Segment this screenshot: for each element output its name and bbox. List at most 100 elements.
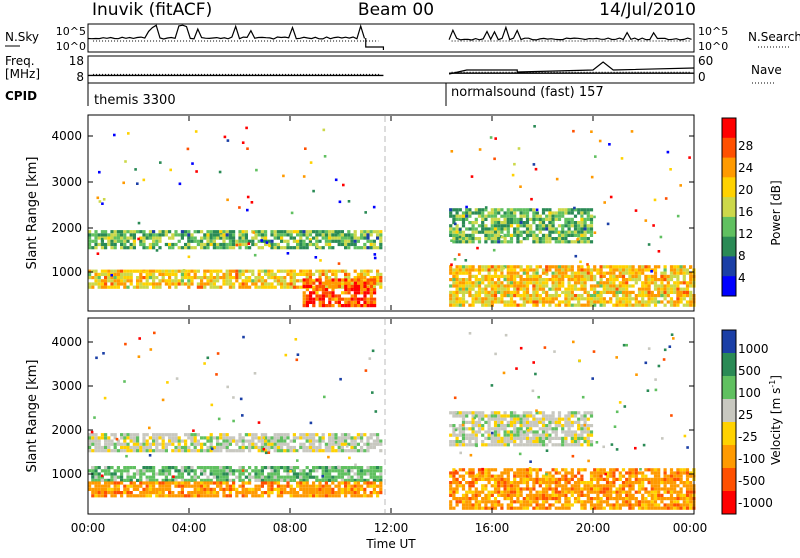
heatmap-cell	[554, 240, 558, 244]
heatmap-cell	[292, 246, 296, 250]
heatmap-cell	[593, 278, 597, 282]
heatmap-cell	[653, 303, 658, 307]
heatmap-cell	[276, 449, 280, 453]
heatmap-cell	[360, 449, 364, 453]
heatmap-cell	[142, 178, 146, 182]
heatmap-cell	[360, 433, 364, 437]
heatmap-cell	[509, 208, 514, 212]
heatmap-cell	[305, 475, 309, 479]
heatmap-cell	[129, 236, 133, 240]
heatmap-cell	[497, 503, 501, 507]
heatmap-cell	[541, 411, 546, 415]
heatmap-cell	[625, 271, 629, 275]
heatmap-cell	[235, 243, 239, 247]
heatmap-cell	[689, 271, 693, 275]
heatmap-cell	[474, 284, 478, 288]
heatmap-cell	[379, 239, 383, 243]
heatmap-cell	[679, 287, 683, 291]
heatmap-cell	[232, 239, 236, 243]
heatmap-cell	[142, 236, 146, 240]
heatmap-cell	[644, 281, 648, 285]
heatmap-cell	[305, 284, 309, 288]
heatmap-cell	[110, 494, 114, 498]
heatmap-cell	[516, 471, 520, 475]
heatmap-cell	[347, 272, 351, 276]
heatmap-cell	[506, 287, 510, 291]
heatmap-cell	[528, 467, 532, 470]
heatmap-cell	[621, 474, 626, 478]
heatmap-cell	[666, 481, 670, 485]
heatmap-cell	[299, 242, 303, 247]
heatmap-cell	[490, 294, 494, 298]
heatmap-cell	[634, 446, 637, 450]
heatmap-cell	[468, 500, 472, 504]
heatmap-cell	[554, 237, 558, 241]
heatmap-cell	[100, 484, 104, 488]
heatmap-cell	[164, 433, 168, 437]
heatmap-cell	[583, 503, 587, 507]
heatmap-cell	[222, 475, 226, 479]
heatmap-cell	[232, 242, 236, 247]
heatmap-cell	[497, 217, 501, 221]
heatmap-cell	[334, 475, 338, 479]
heatmap-cell	[474, 294, 478, 298]
heatmap-cell	[548, 265, 552, 269]
heatmap-cell	[538, 287, 542, 291]
heatmap-cell	[337, 297, 341, 301]
heatmap-cell	[583, 268, 587, 272]
heatmap-cell	[344, 297, 348, 301]
heatmap-cell	[174, 469, 178, 473]
heatmap-cell	[522, 287, 526, 291]
heatmap-cell	[538, 294, 542, 298]
heatmap-cell	[525, 487, 530, 491]
heatmap-cell	[139, 269, 143, 273]
heatmap-cell	[264, 236, 268, 240]
heatmap-cell	[248, 478, 252, 482]
heatmap-cell	[123, 236, 127, 240]
heatmap-cell	[497, 284, 501, 288]
heatmap-cell	[184, 494, 188, 498]
heatmap-cell	[324, 445, 328, 450]
heatmap-cell	[541, 224, 546, 228]
heatmap-cell	[257, 246, 261, 250]
heatmap-cell	[228, 469, 232, 473]
heatmap-cell	[315, 278, 319, 282]
heatmap-cell	[321, 281, 325, 285]
heatmap-cell	[573, 497, 578, 501]
heatmap-cell	[319, 259, 322, 262]
heatmap-cell	[548, 414, 552, 418]
heatmap-cell	[187, 236, 191, 240]
heatmap-cell	[596, 290, 600, 294]
heatmap-cell	[676, 278, 680, 282]
heatmap-cell	[477, 414, 482, 418]
heatmap-cell	[248, 491, 252, 495]
heatmap-cell	[337, 449, 341, 453]
heatmap-cell	[340, 472, 344, 476]
heatmap-cell	[363, 230, 367, 234]
heatmap-cell	[513, 230, 517, 234]
heatmap-cell	[497, 417, 501, 421]
heatmap-cell	[522, 471, 526, 475]
heatmap-cell	[599, 265, 603, 269]
heatmap-cell	[516, 487, 520, 491]
heatmap-cell	[241, 269, 245, 273]
heatmap-cell	[232, 478, 236, 482]
heatmap-cell	[599, 278, 603, 282]
heatmap-cell	[212, 475, 216, 479]
heatmap-cell	[630, 130, 634, 133]
heatmap-cell	[618, 274, 622, 278]
heatmap-cell	[458, 230, 462, 234]
heatmap-cell	[573, 284, 578, 288]
heatmap-cell	[493, 157, 496, 161]
heatmap-cell	[497, 427, 501, 431]
heatmap-cell	[254, 478, 258, 482]
heatmap-cell	[280, 484, 284, 488]
heatmap-cell	[561, 440, 565, 444]
heatmap-cell	[551, 265, 555, 269]
heatmap-cell	[331, 269, 335, 273]
heatmap-cell	[561, 281, 565, 285]
heatmap-cell	[666, 281, 670, 285]
heatmap-cell	[116, 230, 120, 234]
heatmap-cell	[148, 466, 152, 470]
heatmap-cell	[110, 233, 114, 237]
